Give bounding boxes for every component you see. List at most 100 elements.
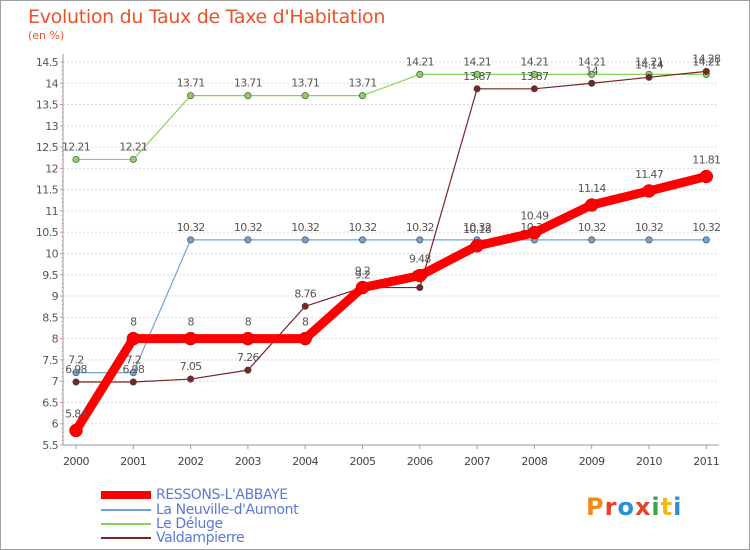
data-label: 6.98 <box>65 363 87 376</box>
data-label: 8.76 <box>294 287 316 300</box>
y-axis-ticks: 5.5 6 6.5 7 7.5 8 8.5 9 9.5 10 10.5 11 11.5 12 12.5 13 1… <box>36 56 63 452</box>
data-point <box>527 225 542 240</box>
series-1: 7.2 7.2 10.32 10.32 10.32 10.32 10.32 10.32 10.3… <box>68 221 721 377</box>
chart-title: Evolution du Taux de Taxe d'Habitation <box>28 6 386 28</box>
data-point <box>187 375 195 383</box>
data-label: 14.21 <box>635 55 663 68</box>
legend-item-valdampierre: Valdampierre <box>101 529 245 546</box>
data-point <box>241 331 255 346</box>
data-point <box>355 280 370 295</box>
x-tick-label: 2006 <box>407 455 433 468</box>
data-label: 11.47 <box>635 168 664 181</box>
y-tick-label: 8.5 <box>42 311 58 324</box>
y-tick-label: 7.5 <box>42 354 58 367</box>
legend-label-valdampierre: Valdampierre <box>156 529 245 546</box>
data-point <box>588 70 596 78</box>
data-label: 10.32 <box>635 221 663 234</box>
x-tick-label: 2009 <box>579 455 605 468</box>
data-point <box>187 92 195 100</box>
data-label: 9.48 <box>409 253 431 266</box>
x-tick-label: 2005 <box>350 455 376 468</box>
logo-letter: o <box>617 493 635 521</box>
data-point <box>358 236 366 244</box>
y-tick-label: 10.5 <box>36 226 59 239</box>
legend-label-la-neuville: La Neuville-d'Aumont <box>156 501 299 518</box>
data-label: 7.2 <box>68 354 83 367</box>
y-tick-label: 9.5 <box>42 269 58 282</box>
data-point <box>244 92 252 100</box>
series-line <box>71 171 711 436</box>
data-label: 12.21 <box>62 140 90 153</box>
data-point <box>473 85 481 93</box>
data-label: 6.98 <box>122 363 144 376</box>
data-point <box>702 67 710 75</box>
legend-swatch-ressons <box>101 490 151 499</box>
x-tick-label: 2010 <box>636 455 662 468</box>
data-point <box>588 236 596 244</box>
series-line <box>75 70 707 383</box>
data-point <box>69 423 83 438</box>
data-label: 13.71 <box>349 77 377 90</box>
series-line <box>75 239 707 374</box>
series-line <box>75 73 707 161</box>
data-label: 14.21 <box>463 55 491 68</box>
x-tick-label: 2011 <box>693 455 719 468</box>
data-label: 14.14 <box>635 58 664 71</box>
data-point <box>588 79 596 87</box>
data-point <box>298 331 312 346</box>
data-point <box>530 85 538 93</box>
legend-label-le-deluge: Le Déluge <box>156 515 223 532</box>
data-point <box>413 268 427 283</box>
data-label: 9.2 <box>355 269 370 282</box>
data-point <box>702 236 710 244</box>
data-label: 10.32 <box>234 221 262 234</box>
data-label: 12.21 <box>119 140 147 153</box>
x-tick-label: 2004 <box>292 455 318 468</box>
data-point <box>301 302 309 310</box>
data-label: 14.21 <box>406 55 434 68</box>
data-point <box>301 92 309 100</box>
data-label: 10.32 <box>177 221 205 234</box>
chart-subtitle: (en %) <box>28 29 65 42</box>
data-label: 13.71 <box>177 77 205 90</box>
data-point <box>72 155 80 163</box>
data-point <box>301 236 309 244</box>
data-point <box>645 73 653 81</box>
x-tick-label: 2007 <box>464 455 490 468</box>
y-tick-label: 11.5 <box>36 184 59 197</box>
data-label: 8 <box>302 316 309 329</box>
data-label: 14.21 <box>520 55 548 68</box>
y-tick-label: 13.5 <box>36 99 59 112</box>
data-label: 8 <box>130 316 137 329</box>
logo-letter: r <box>604 493 618 521</box>
data-label: 10.32 <box>291 221 319 234</box>
logo-letter: i <box>651 493 661 521</box>
data-point <box>642 184 656 198</box>
data-label: 13.71 <box>234 77 262 90</box>
data-point <box>126 331 141 346</box>
legend-swatch-le-deluge <box>101 522 151 525</box>
data-label: 14 <box>585 64 598 77</box>
y-tick-label: 10 <box>45 248 58 261</box>
x-tick-label: 2008 <box>521 455 547 468</box>
legend-item-le-deluge: Le Déluge <box>101 515 223 532</box>
y-tick-label: 5.5 <box>42 439 58 452</box>
data-label: 13.87 <box>463 70 492 83</box>
data-point <box>129 155 137 163</box>
data-label: 14.21 <box>578 55 606 68</box>
y-tick-label: 11 <box>45 205 58 218</box>
logo-letter: t <box>660 493 674 521</box>
y-tick-label: 12.5 <box>36 141 59 154</box>
data-label: 11.14 <box>578 182 607 195</box>
data-label: 10.32 <box>578 221 606 234</box>
data-label: 8 <box>245 316 252 329</box>
data-label: 9.2 <box>355 265 370 278</box>
data-label: 10.18 <box>463 223 492 236</box>
y-tick-label: 13 <box>45 120 58 133</box>
data-label: 10.32 <box>349 221 377 234</box>
data-label: 14.28 <box>692 52 721 65</box>
data-label: 10.32 <box>406 221 434 234</box>
data-point <box>416 284 424 292</box>
series-0: 5.84 8 8 8 8 9.2 9.48 10.18 10.49 11.14 11.47 11.81 <box>65 153 721 438</box>
